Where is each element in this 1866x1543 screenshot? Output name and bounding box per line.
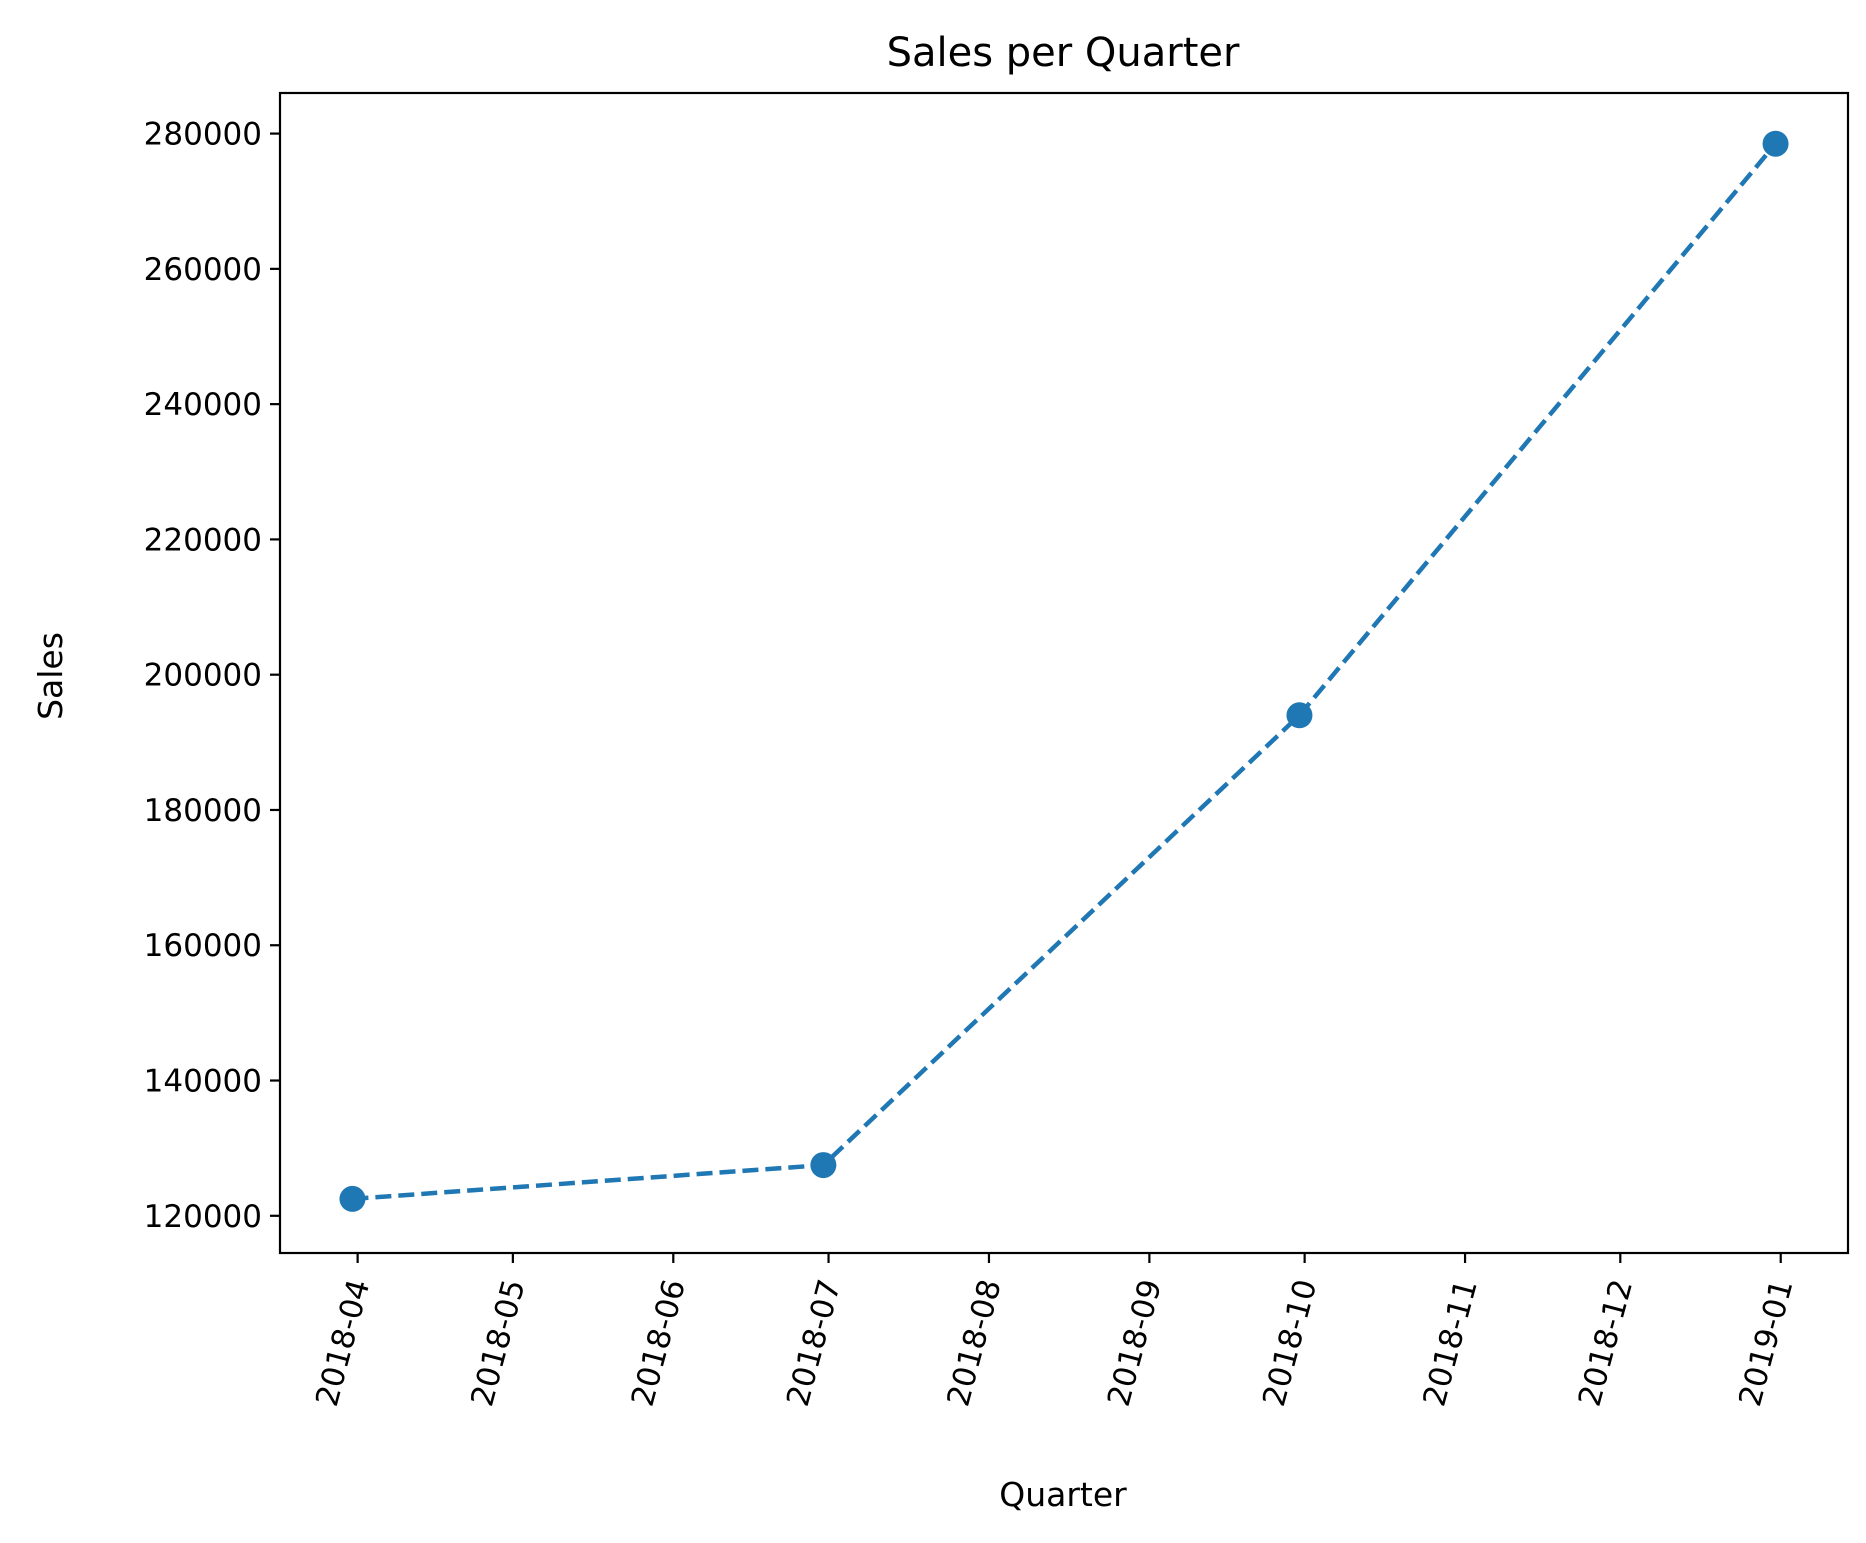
x-tick-label: 2018-08	[940, 1276, 1008, 1410]
y-tick-label: 260000	[144, 252, 262, 288]
x-tick-label: 2018-05	[464, 1276, 532, 1410]
plot-frame	[278, 91, 1850, 1255]
x-tick-label: 2018-04	[309, 1276, 377, 1410]
data-point	[810, 1152, 837, 1179]
x-tick-label: 2018-11	[1416, 1276, 1484, 1410]
y-tick-label: 140000	[144, 1064, 262, 1100]
x-tick-label: 2019-01	[1732, 1276, 1800, 1410]
y-tick-label: 120000	[144, 1199, 262, 1235]
x-axis-label: Quarter	[999, 1475, 1127, 1514]
plot-area: 120000 140000 160000 180000 200000 220000 2400…	[144, 91, 1850, 1410]
y-tick-label: 160000	[144, 928, 262, 964]
y-tick-label: 240000	[144, 387, 262, 423]
x-tick-label: 2018-07	[780, 1276, 848, 1410]
y-tick-label: 220000	[144, 522, 262, 558]
y-tick-label: 200000	[144, 658, 262, 694]
series-line	[352, 142, 1778, 1202]
x-tick-label: 2018-10	[1256, 1276, 1324, 1410]
x-tick-label: 2018-12	[1572, 1276, 1640, 1410]
data-point	[1762, 130, 1789, 157]
chart-title: Sales per Quarter	[887, 30, 1240, 76]
y-axis-label: Sales	[31, 632, 70, 720]
y-tick-label: 180000	[144, 793, 262, 829]
data-point	[1286, 702, 1313, 729]
x-tick-label: 2018-06	[625, 1276, 693, 1410]
y-tick-label: 280000	[144, 117, 262, 153]
data-point	[339, 1185, 366, 1212]
x-tick-label: 2018-09	[1101, 1276, 1169, 1410]
